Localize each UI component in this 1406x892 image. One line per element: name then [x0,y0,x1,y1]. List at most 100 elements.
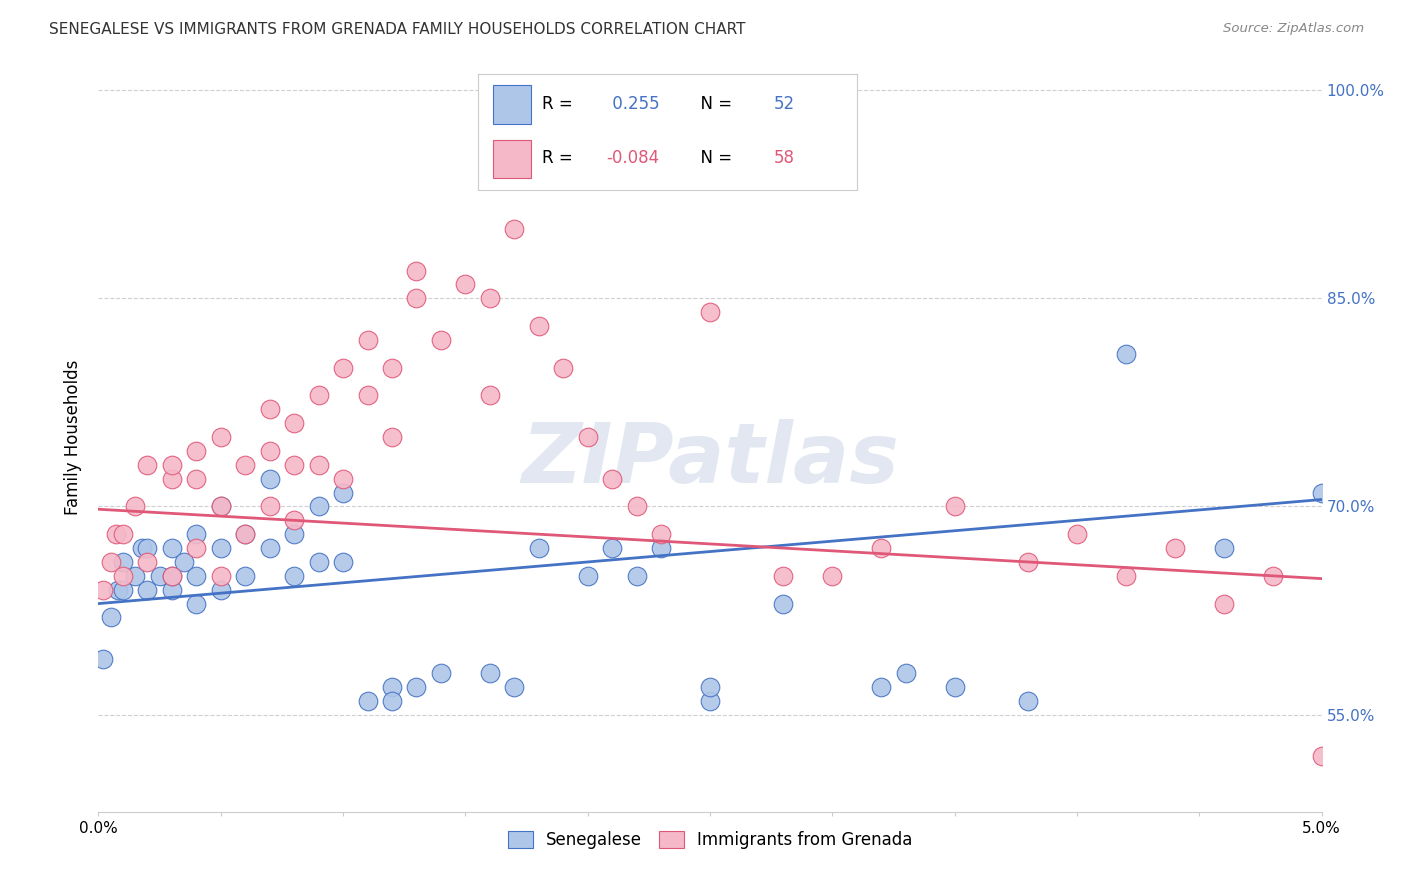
Text: ZIPatlas: ZIPatlas [522,419,898,500]
Point [91,582,114,597]
Point [478,388,501,402]
Point [149,569,172,583]
Point [186,569,208,583]
Point [626,500,648,514]
Point [233,527,256,541]
Text: Source: ZipAtlas.com: Source: ZipAtlas.com [1223,22,1364,36]
Point [259,500,281,514]
Point [186,472,208,486]
Point [1212,541,1234,555]
Point [381,360,404,375]
Point [186,444,208,458]
Point [209,430,232,444]
Point [332,360,354,375]
Point [576,430,599,444]
Point [576,569,599,583]
Point [160,472,183,486]
Point [454,277,477,292]
Point [332,485,354,500]
Point [699,305,721,319]
Point [283,458,305,472]
Point [1017,694,1039,708]
Point [1017,555,1039,569]
Point [527,319,550,334]
Point [100,610,122,624]
Point [356,694,378,708]
Point [136,555,159,569]
Point [503,222,526,236]
Point [259,541,281,555]
Point [870,680,893,694]
Point [160,458,183,472]
Point [870,541,893,555]
Point [259,472,281,486]
Point [478,291,501,305]
Point [553,360,575,375]
Point [527,541,550,555]
Point [1164,541,1187,555]
Point [381,694,404,708]
Point [259,444,281,458]
Point [131,541,153,555]
Point [356,388,378,402]
Point [283,527,305,541]
Point [308,500,330,514]
Point [111,555,134,569]
Point [1115,569,1137,583]
Point [1310,485,1333,500]
Point [381,430,404,444]
Point [405,291,427,305]
Point [894,665,917,680]
Point [478,665,501,680]
Point [160,569,183,583]
Point [405,680,427,694]
Point [259,402,281,417]
Point [405,263,427,277]
Point [283,569,305,583]
Point [100,555,122,569]
Point [699,694,721,708]
Point [772,569,794,583]
Point [233,569,256,583]
Point [1115,347,1137,361]
Point [308,388,330,402]
Point [111,569,134,583]
Point [136,458,159,472]
Point [650,541,672,555]
Text: SENEGALESE VS IMMIGRANTS FROM GRENADA FAMILY HOUSEHOLDS CORRELATION CHART: SENEGALESE VS IMMIGRANTS FROM GRENADA FA… [49,22,745,37]
Point [308,555,330,569]
Point [209,582,232,597]
Point [332,555,354,569]
Point [356,333,378,347]
Legend: Senegalese, Immigrants from Grenada: Senegalese, Immigrants from Grenada [501,824,920,855]
Point [600,541,623,555]
Point [186,527,208,541]
Point [160,541,183,555]
Point [943,500,966,514]
Point [430,333,453,347]
Point [503,680,526,694]
Point [1310,749,1333,764]
Point [772,597,794,611]
Point [104,527,127,541]
Point [209,541,232,555]
Point [160,569,183,583]
Point [186,541,208,555]
Point [381,680,404,694]
Point [136,582,159,597]
Point [124,500,146,514]
Point [943,680,966,694]
Point [173,555,195,569]
Point [699,680,721,694]
Point [1066,527,1088,541]
Point [136,541,159,555]
Point [111,527,134,541]
Point [1212,597,1234,611]
Point [91,652,114,666]
Point [650,527,672,541]
Point [107,582,129,597]
Point [209,500,232,514]
Point [1261,569,1284,583]
Point [160,582,183,597]
Point [209,500,232,514]
